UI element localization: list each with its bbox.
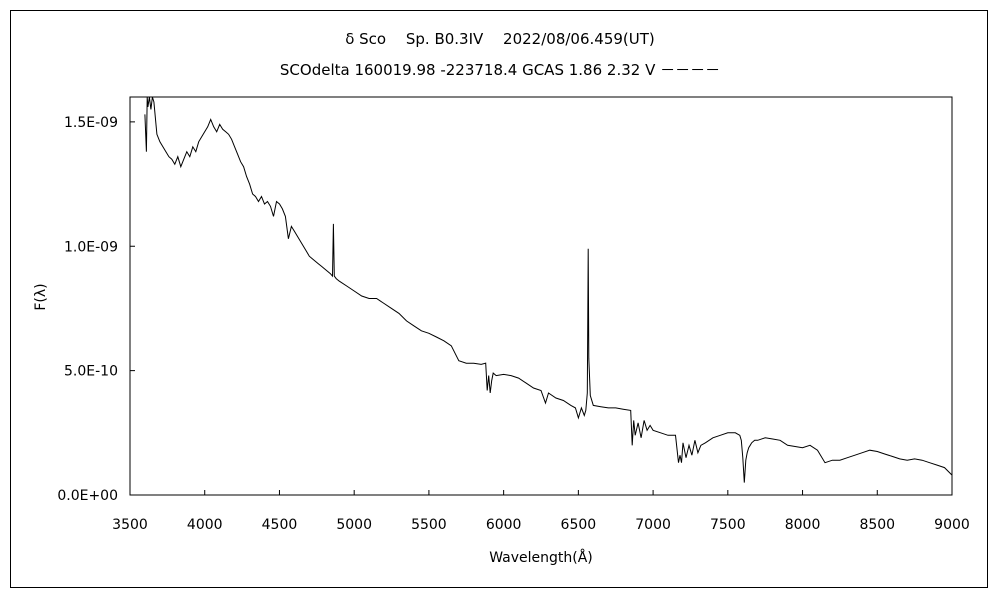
y-tick-label: 1.5E-09 (64, 115, 118, 131)
chart-title: δ Sco Sp. B0.3IV 2022/08/06.459(UT) (345, 30, 655, 48)
plot-area (129, 96, 953, 496)
x-tick-label: 8000 (785, 517, 821, 533)
x-tick-label: 3500 (112, 517, 148, 533)
y-tick-label: 0.0E+00 (57, 488, 118, 504)
x-tick-label: 6000 (486, 517, 522, 533)
x-tick-label: 6500 (561, 517, 597, 533)
y-tick-label: 1.0E-09 (64, 239, 118, 255)
x-tick-label: 7000 (635, 517, 671, 533)
x-axis-label: Wavelength(Å) (489, 549, 593, 566)
y-tick-label: 5.0E-10 (64, 364, 118, 380)
y-axis-label: F(λ) (33, 283, 49, 310)
x-tick-label: 9000 (934, 517, 970, 533)
y-axis-ticks: 0.0E+00 5.0E-10 1.0E-09 1.5E-09 (57, 115, 135, 504)
x-tick-label: 4500 (262, 517, 298, 533)
x-axis-ticks: 3500 4000 4500 5000 5500 6000 6500 7000 7500 8000… (112, 490, 970, 533)
x-tick-label: 5500 (411, 517, 447, 533)
x-tick-label: 7500 (710, 517, 746, 533)
chart-frame (10, 10, 988, 588)
x-tick-label: 5000 (336, 517, 372, 533)
x-tick-label: 4000 (187, 517, 223, 533)
spectrum-line (144, 96, 953, 483)
series-layer (144, 96, 953, 483)
x-tick-label: 8500 (859, 517, 895, 533)
chart-subtitle: SCOdelta 160019.98 -223718.4 GCAS 1.86 2… (279, 61, 721, 79)
